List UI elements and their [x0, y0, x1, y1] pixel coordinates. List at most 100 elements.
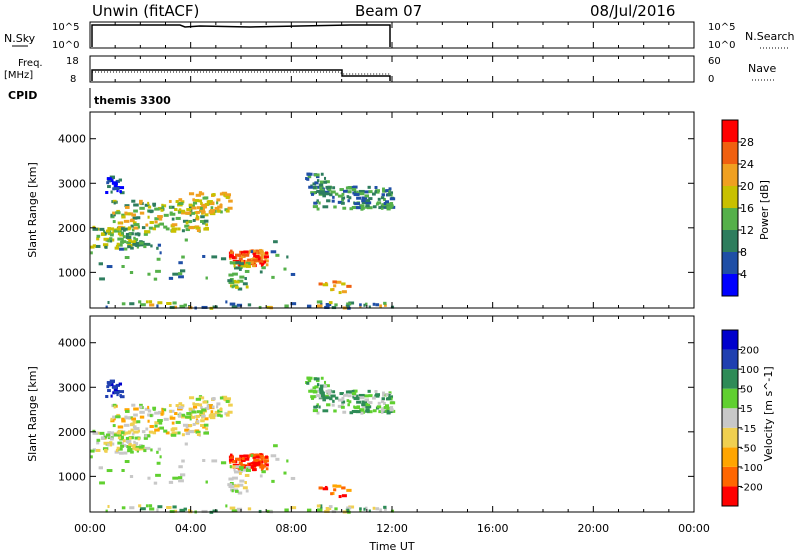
power-range-cell: [154, 224, 160, 228]
power-scatter-layer: [90, 172, 396, 310]
velocity-range-cell: [260, 457, 264, 461]
power-range-cell: [308, 185, 313, 189]
power-range-cell: [341, 290, 347, 294]
power-colorbar-segment: [722, 208, 738, 230]
power-range-cell: [235, 261, 241, 265]
velocity-range-cell: [200, 406, 203, 410]
velocity-range-cell: [137, 437, 141, 441]
xtick-label: 04:00: [175, 522, 207, 535]
power-range-cell: [230, 261, 236, 265]
xtick-label: 16:00: [477, 522, 509, 535]
velocity-range-cell: [148, 504, 153, 508]
velocity-range-cell: [124, 431, 128, 435]
power-range-cell: [390, 205, 396, 209]
power-range-cell: [219, 192, 224, 196]
velocity-range-cell: [102, 447, 109, 451]
velocity-range-cell: [318, 405, 321, 409]
power-range-cell: [388, 187, 392, 191]
power-range-cell: [339, 188, 344, 192]
velocity-range-cell: [348, 400, 352, 404]
power-range-cell: [109, 175, 115, 179]
velocity-range-cell: [275, 457, 280, 461]
power-range-cell: [156, 257, 161, 261]
velocity-range-cell: [139, 405, 143, 409]
velocity-range-cell: [337, 404, 343, 408]
power-range-cell: [261, 266, 266, 270]
velocity-range-cell: [252, 462, 257, 466]
power-range-cell: [112, 181, 118, 185]
power-range-cell: [148, 226, 154, 230]
velocity-range-cell: [172, 476, 179, 480]
power-range-cell: [130, 218, 133, 222]
velocity-range-cell: [234, 489, 239, 493]
velocity-range-cell: [382, 391, 385, 395]
power-range-cell: [112, 220, 116, 224]
velocity-range-cell: [319, 384, 326, 388]
power-range-cell: [182, 219, 189, 223]
power-range-cell: [234, 253, 241, 257]
velocity-range-cell: [121, 431, 125, 435]
power-range-cell: [110, 213, 113, 217]
velocity-range-cell: [356, 394, 359, 398]
velocity-range-cell: [159, 426, 165, 430]
power-range-cell: [356, 190, 359, 194]
velocity-range-cell: [389, 406, 394, 410]
nsky-trace: [91, 24, 391, 47]
power-range-cell: [232, 272, 238, 276]
velocity-range-cell: [184, 415, 190, 419]
velocity-colorbar-tick-label: 50: [740, 385, 753, 396]
power-range-cell: [356, 196, 362, 200]
velocity-range-cell: [388, 391, 392, 395]
power-range-cell: [195, 217, 200, 221]
power-colorbar-tick-label: 28: [740, 136, 754, 149]
power-range-cell: [129, 271, 134, 275]
velocity-range-cell: [208, 414, 214, 418]
power-range-cell: [237, 287, 243, 291]
power-range-cell: [242, 282, 248, 286]
power-range-cell: [112, 199, 117, 203]
power-range-cell: [209, 209, 216, 213]
velocity-range-cell: [341, 494, 347, 498]
power-range-cell: [325, 302, 332, 306]
power-range-cell: [284, 304, 289, 308]
power-range-cell: [330, 288, 333, 292]
velocity-range-cell: [136, 449, 139, 453]
velocity-range-cell: [92, 431, 99, 435]
power-range-cell: [101, 232, 104, 236]
power-range-cell: [359, 303, 362, 307]
power-range-cell: [313, 201, 318, 205]
velocity-range-cell: [341, 402, 345, 406]
velocity-range-cell: [179, 473, 186, 477]
velocity-range-cell: [178, 479, 184, 483]
power-range-cell: [96, 234, 101, 238]
power-range-cell: [250, 250, 254, 254]
velocity-range-cell: [201, 509, 208, 513]
velocity-range-cell: [177, 476, 183, 480]
power-range-cell: [157, 301, 163, 305]
velocity-range-cell: [185, 425, 189, 429]
xtick-label: 12:00: [376, 522, 408, 535]
velocity-range-cell: [132, 420, 138, 424]
velocity-range-cell: [240, 468, 243, 472]
freq-tick-bottom-left: 8: [70, 74, 76, 85]
velocity-range-cell: [107, 389, 111, 393]
velocity-range-cell: [141, 430, 146, 434]
velocity-range-cell: [149, 424, 154, 428]
freq-label-1: Freq.: [18, 58, 43, 69]
power-range-cell: [389, 202, 394, 206]
cpid-value: themis 3300: [94, 94, 171, 107]
power-range-cell: [252, 251, 257, 255]
velocity-range-cell: [376, 405, 382, 409]
power-range-cell: [169, 212, 176, 216]
power-range-cell: [113, 213, 116, 217]
power-range-cell: [102, 243, 109, 247]
power-range-cell: [119, 247, 124, 251]
velocity-range-cell: [139, 415, 145, 419]
velocity-range-cell: [330, 492, 333, 496]
velocity-range-cell: [156, 461, 161, 465]
power-range-cell: [387, 193, 392, 197]
nave-label: Nave: [748, 62, 776, 75]
velocity-range-cell: [365, 403, 371, 407]
velocity-range-cell: [113, 417, 116, 421]
velocity-range-cell: [379, 508, 382, 512]
